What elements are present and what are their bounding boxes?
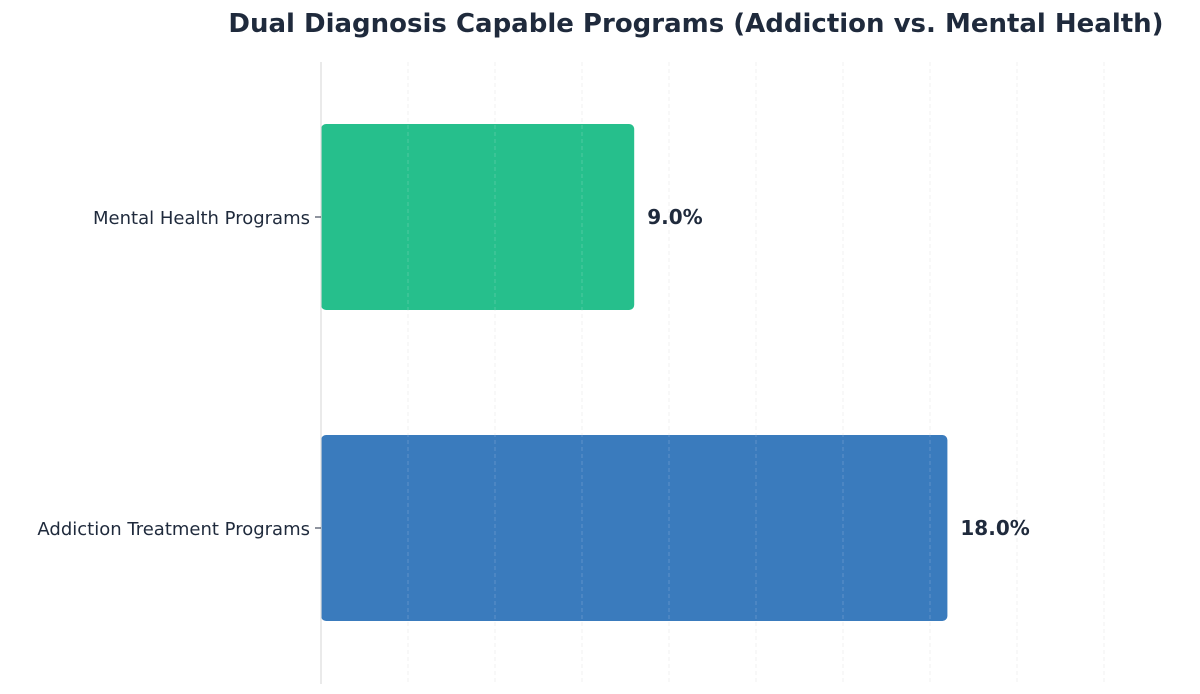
data-label-1: 18.0%	[960, 516, 1029, 540]
bar-0	[321, 124, 635, 310]
bars	[321, 62, 1105, 684]
category-label-0: Mental Health Programs	[93, 208, 310, 229]
chart-title: Dual Diagnosis Capable Programs (Addicti…	[228, 9, 1163, 39]
labels: 9.0% Mental Health Programs 18.0% Addiction…	[37, 205, 1029, 540]
category-label-1: Addiction Treatment Programs	[37, 519, 310, 540]
bar-1	[321, 435, 948, 621]
data-label-0: 9.0%	[647, 205, 702, 229]
